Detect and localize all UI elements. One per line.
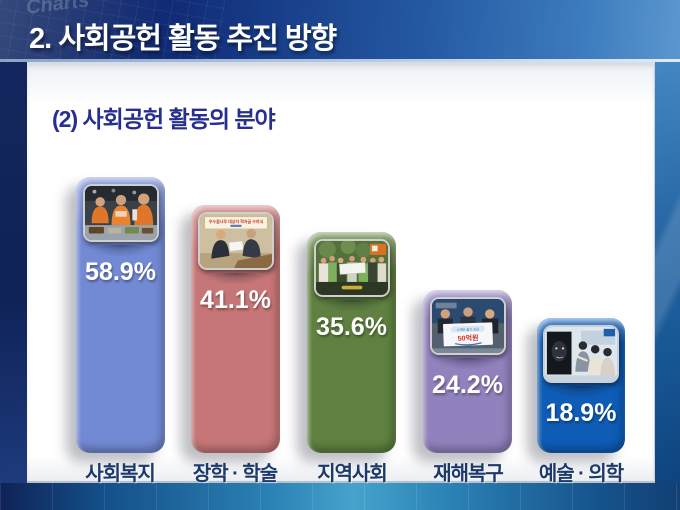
bar-social-welfare: 58.9% <box>76 177 165 453</box>
svg-text:우수꿈나무 대상자 학자금 수여식: 우수꿈나무 대상자 학자금 수여식 <box>208 219 263 224</box>
title-bar: Charts 2. 사회공헌 활동 추진 방향 <box>0 0 680 62</box>
value-label-arts-medicine: 18.9% <box>545 399 617 427</box>
art-exhibition-viewing-photo <box>543 325 619 383</box>
slide-subtitle: (2) 사회공헌 활동의 분야 <box>52 106 276 132</box>
bar-local-community: 35.6% <box>307 232 396 453</box>
category-label-arts-medicine: 예술 · 의학 <box>538 463 624 485</box>
scholarship-award-ceremony-photo: 우수꿈나무 대상자 학자금 수여식 <box>197 212 274 270</box>
donation-board-presentation-photo: 수재민 돕기 성금 50억원 <box>429 297 506 355</box>
category-label-scholarship: 장학 · 학술 <box>192 463 278 485</box>
svg-text:50억원: 50억원 <box>457 333 478 343</box>
left-border-strip <box>0 62 27 483</box>
right-border-strip <box>655 62 680 483</box>
slide-title: 2. 사회공헌 활동 추진 방향 <box>29 23 337 55</box>
bottom-border-strip <box>0 483 680 510</box>
volunteers-serving-food-photo <box>82 184 159 242</box>
value-label-local-community: 35.6% <box>316 313 387 341</box>
svg-text:수재민 돕기 성금: 수재민 돕기 성금 <box>456 326 479 332</box>
value-label-scholarship: 41.1% <box>200 286 271 314</box>
category-label-disaster-recovery: 재해복구 <box>433 463 504 485</box>
photo-reflection <box>433 358 502 370</box>
value-label-disaster-recovery: 24.2% <box>432 371 503 399</box>
photo-reflection <box>201 273 270 285</box>
bar-arts-medicine: 18.9% <box>537 318 625 453</box>
category-label-local-community: 지역사회 <box>317 463 388 485</box>
bar-scholarship-academic: 우수꿈나무 대상자 학자금 수여식 41.1% <box>191 205 280 453</box>
photo-reflection <box>317 300 386 312</box>
category-label-social-welfare: 사회복지 <box>85 463 156 485</box>
photo-reflection <box>86 245 155 257</box>
photo-reflection <box>547 386 615 398</box>
community-event-group-photo <box>313 239 390 297</box>
chart-watermark-texture <box>0 0 225 62</box>
value-label-social-welfare: 58.9% <box>85 258 156 286</box>
bar-disaster-recovery: 수재민 돕기 성금 50억원 24.2% <box>423 290 512 453</box>
